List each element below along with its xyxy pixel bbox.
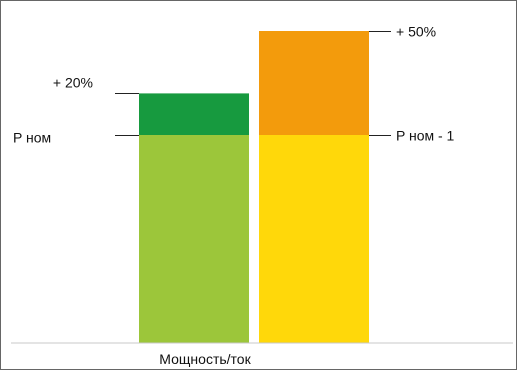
annotation-label-1-1: + 20% [53,75,93,91]
bar-2-segment-1 [259,135,369,343]
annotation-label-2-1: + 50% [396,24,436,40]
bars-group [139,31,369,343]
bar-1-segment-2 [139,93,249,135]
x-axis-label: Мощность/ток [159,351,251,367]
bar-1-segment-1 [139,135,249,343]
bar-2-segment-2 [259,31,369,135]
annotation-label-2-2: P ном - 1 [396,128,455,144]
annotation-label-1-2: P ном [13,130,51,146]
annotation-labels-group: + 20% P ном + 50% P ном - 1 [13,24,455,146]
leader-lines-group [115,31,391,136]
